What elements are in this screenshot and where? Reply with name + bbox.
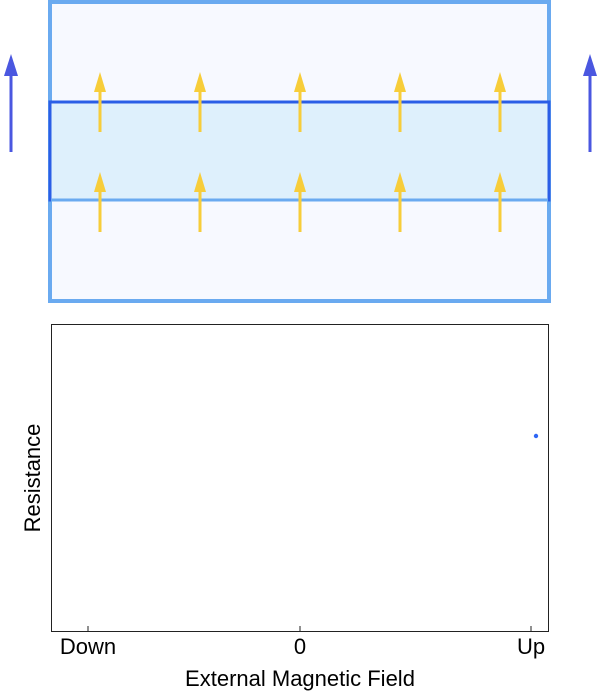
- arrow-up-icon: [394, 72, 406, 132]
- external-field-indicators: [4, 54, 597, 152]
- arrow-up-icon: [94, 72, 106, 132]
- x-axis-label: External Magnetic Field: [185, 666, 415, 691]
- arrow-up-icon: [94, 172, 106, 232]
- arrow-up-icon: [294, 172, 306, 232]
- arrow-up-icon: [194, 172, 206, 232]
- arrow-up-icon: [294, 72, 306, 132]
- x-axis-ticks: Down 0 Up: [60, 626, 545, 659]
- arrow-up-icon: [494, 72, 506, 132]
- multilayer-device: [48, 0, 551, 303]
- arrow-up-icon: [394, 172, 406, 232]
- arrow-up-icon: [494, 172, 506, 232]
- data-point: [533, 433, 539, 439]
- data-series: [533, 433, 539, 439]
- x-tick-label: 0: [294, 634, 306, 659]
- x-tick-label: Up: [517, 634, 545, 659]
- arrow-up-icon: [194, 72, 206, 132]
- plot-area: [51, 324, 549, 632]
- resistance-chart: Down 0 Up Resistance External Magnetic Fie…: [20, 324, 549, 691]
- arrow-up-icon: [583, 54, 597, 152]
- y-axis-label: Resistance: [20, 424, 45, 533]
- x-tick-label: Down: [60, 634, 116, 659]
- arrow-up-icon: [4, 54, 18, 152]
- magnetization-arrows: [94, 72, 506, 232]
